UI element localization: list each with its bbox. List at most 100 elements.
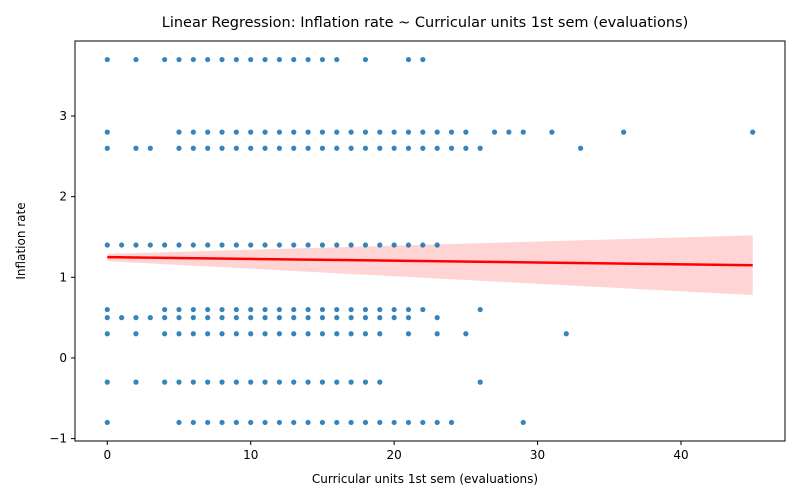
- data-point: [133, 242, 139, 248]
- data-point: [133, 56, 139, 63]
- data-point: [205, 306, 211, 313]
- data-point: [391, 242, 397, 248]
- data-point: [190, 129, 196, 135]
- data-point: [621, 129, 627, 135]
- data-point: [348, 315, 354, 321]
- data-point: [334, 331, 340, 337]
- data-point: [205, 129, 211, 135]
- data-point: [276, 379, 282, 385]
- data-point: [391, 306, 397, 313]
- data-point: [362, 419, 369, 426]
- x-axis-label: Curricular units 1st sem (evaluations): [312, 472, 538, 486]
- data-point: [434, 242, 440, 248]
- data-point: [133, 379, 139, 385]
- data-point: [176, 419, 182, 426]
- data-point: [305, 315, 311, 321]
- data-point: [362, 331, 369, 337]
- data-point: [276, 145, 282, 151]
- data-point: [305, 419, 311, 426]
- data-point: [362, 379, 369, 385]
- data-point: [319, 306, 326, 313]
- data-point: [233, 315, 239, 321]
- chart-title: Linear Regression: Inflation rate ~ Curr…: [162, 15, 689, 31]
- data-point: [219, 315, 225, 321]
- data-point: [305, 129, 311, 135]
- data-point: [334, 242, 340, 248]
- data-point: [578, 145, 584, 151]
- data-point: [305, 145, 311, 151]
- data-point: [276, 129, 282, 135]
- data-point: [262, 56, 268, 63]
- data-point: [205, 242, 211, 248]
- data-point: [262, 306, 268, 313]
- data-point: [248, 129, 254, 135]
- data-point: [262, 242, 268, 248]
- data-point: [262, 145, 268, 151]
- data-point: [377, 242, 383, 248]
- data-point: [233, 419, 239, 426]
- data-point: [391, 129, 397, 135]
- data-point: [750, 129, 756, 135]
- data-point: [420, 56, 426, 63]
- x-tick-label: 40: [673, 448, 688, 462]
- data-point: [348, 379, 354, 385]
- data-point: [448, 419, 455, 426]
- data-point: [405, 242, 412, 248]
- data-point: [233, 331, 239, 337]
- data-point: [291, 242, 297, 248]
- data-point: [291, 129, 297, 135]
- data-point: [248, 145, 254, 151]
- data-point: [377, 306, 383, 313]
- data-point: [104, 419, 110, 426]
- data-point: [233, 242, 239, 248]
- data-point: [219, 331, 225, 337]
- data-point: [104, 56, 110, 63]
- data-point: [104, 379, 110, 385]
- data-point: [276, 306, 282, 313]
- confidence-band: [107, 235, 753, 296]
- data-point: [463, 331, 469, 337]
- data-point: [262, 379, 268, 385]
- data-point: [305, 242, 311, 248]
- data-point: [348, 242, 354, 248]
- data-point: [233, 145, 239, 151]
- data-point: [147, 242, 153, 248]
- data-point: [162, 242, 168, 248]
- data-point: [190, 242, 196, 248]
- data-point: [219, 56, 225, 63]
- data-point: [248, 242, 254, 248]
- data-point: [205, 331, 211, 337]
- data-point: [434, 145, 440, 151]
- data-point: [448, 129, 455, 135]
- data-point: [233, 56, 239, 63]
- data-point: [162, 379, 168, 385]
- data-point: [334, 306, 340, 313]
- data-point: [291, 331, 297, 337]
- data-point: [362, 145, 369, 151]
- data-point: [420, 419, 426, 426]
- data-point: [133, 331, 139, 337]
- data-point: [176, 306, 182, 313]
- data-point: [233, 306, 239, 313]
- data-point: [190, 145, 196, 151]
- data-point: [434, 129, 440, 135]
- y-tick-label: 3: [59, 109, 67, 123]
- data-point: [133, 315, 139, 321]
- data-point: [219, 129, 225, 135]
- data-point: [291, 306, 297, 313]
- data-point: [305, 379, 311, 385]
- data-point: [104, 145, 110, 151]
- data-point: [563, 331, 569, 337]
- data-point: [520, 419, 526, 426]
- data-point: [377, 145, 383, 151]
- data-point: [162, 315, 168, 321]
- data-point: [348, 129, 354, 135]
- data-point: [190, 56, 196, 63]
- data-point: [291, 315, 297, 321]
- y-axis-label: Inflation rate: [14, 202, 28, 279]
- x-tick-label: 30: [530, 448, 545, 462]
- data-point: [176, 379, 182, 385]
- data-point: [291, 379, 297, 385]
- data-point: [190, 419, 196, 426]
- y-tick-label: 2: [59, 190, 67, 204]
